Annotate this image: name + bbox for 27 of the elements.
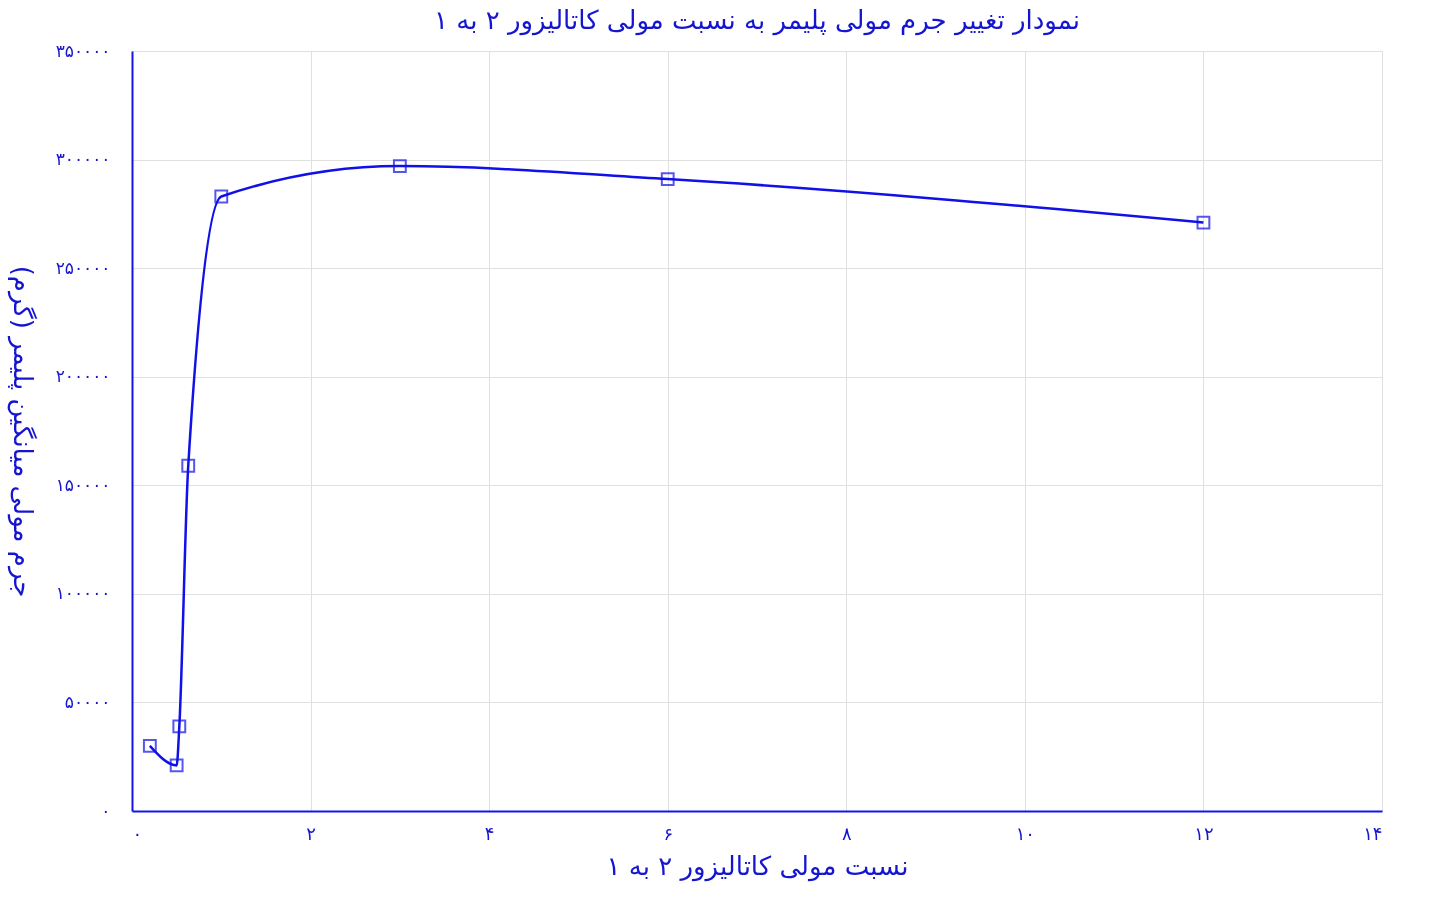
x-tick-label: ۱۰	[1015, 822, 1036, 844]
point	[1196, 215, 1211, 230]
point	[181, 458, 196, 473]
x-tick-label: ۴	[484, 822, 495, 844]
point	[169, 758, 184, 773]
y-tick-label: ۲۰۰۰۰۰	[55, 366, 111, 387]
point	[172, 719, 187, 734]
point	[142, 738, 157, 753]
y-tick-label: ۵۰۰۰۰	[64, 691, 111, 712]
y-axis-title: جرم مولی میانگین پلیمر (گرم)	[6, 265, 38, 598]
y-tick-label: ۳۵۰۰۰۰	[55, 40, 111, 61]
y-tick-label: ۱۵۰۰۰۰	[55, 474, 111, 495]
y-tick-label: ۱۰۰۰۰۰	[55, 583, 111, 604]
x-tick-label: ۶	[663, 822, 674, 844]
point	[660, 172, 675, 187]
y-tick-label: ۲۵۰۰۰۰	[55, 257, 111, 278]
point	[392, 159, 407, 173]
x-tick-label: ۲	[306, 822, 316, 844]
y-tick-label: ۳۰۰۰۰۰	[55, 149, 111, 170]
chart-title: نمودار تغییر جرم مولی پلیمر به نسبت مولی کاتالیزور ۲ به ۱	[433, 5, 1081, 36]
x-tick-label: ۱۲	[1194, 822, 1214, 844]
x-tick-label: ۱۴	[1363, 822, 1383, 844]
x-axis-title: نسبت مولی کاتالیزور ۲ به ۱	[606, 850, 909, 882]
x-tick-label: ۸	[841, 822, 852, 844]
y-tick-label: ۰	[101, 800, 111, 821]
point	[214, 189, 229, 204]
x-tick-label: ۰	[132, 822, 143, 844]
